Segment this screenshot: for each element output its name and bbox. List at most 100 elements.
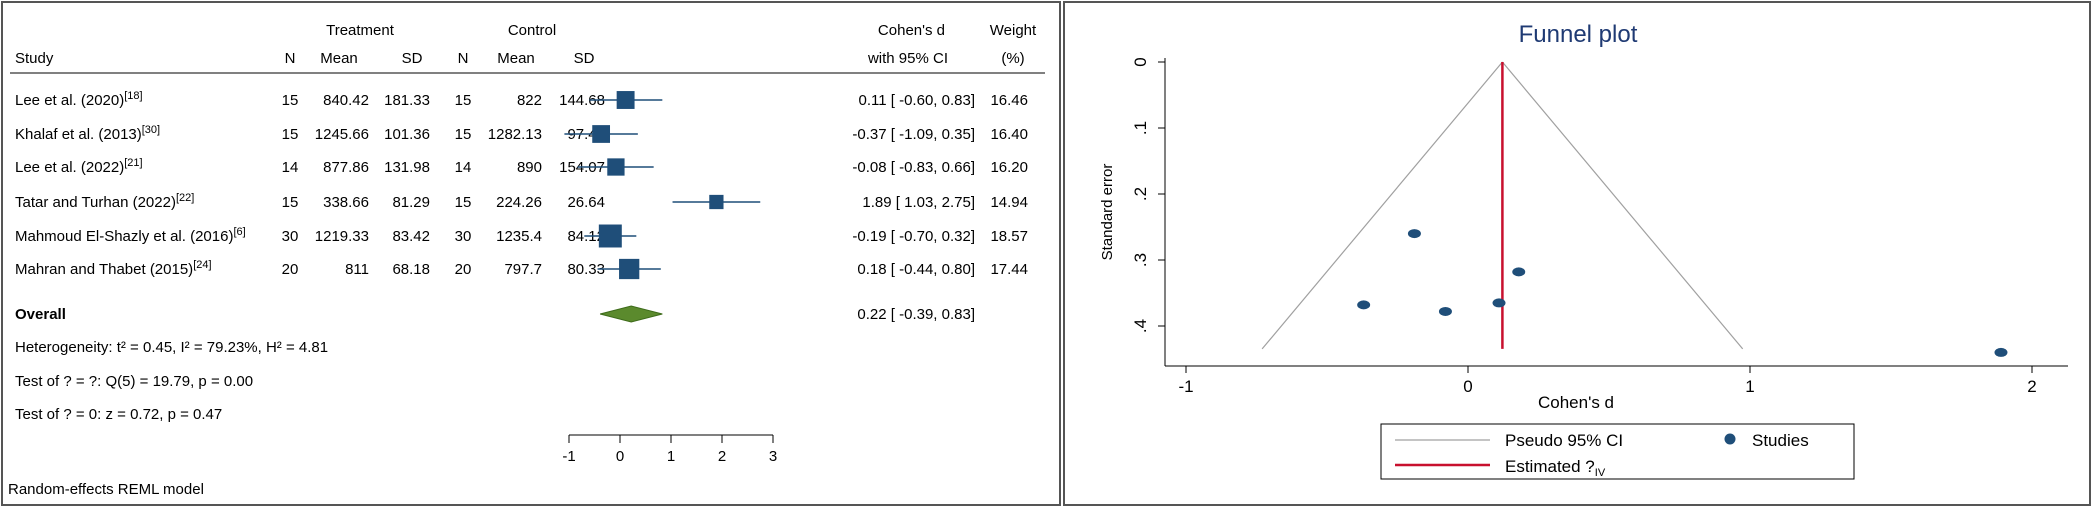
study-row: Mahran and Thabet (2015)[24] 20 811 68.18 20…: [15, 258, 1028, 280]
funnel-points: [1357, 229, 2008, 357]
study-ref: [24]: [193, 259, 211, 271]
study-name: Lee et al. (2020)[18]: [15, 90, 143, 109]
funnel-legend: Pseudo 95% CI Studies Estimated ?IV: [1380, 423, 1855, 480]
funnel-x-label: Cohen's d: [1538, 393, 1614, 412]
study-point: [1357, 300, 1371, 310]
study-ref: [22]: [176, 192, 194, 204]
weight: 17.44: [990, 261, 1028, 278]
effect-square: [598, 224, 622, 248]
control-n: 15: [455, 92, 472, 109]
funnel-frame: [1063, 1, 2091, 506]
study-row: Mahmoud El-Shazly et al. (2016)[6] 30 1219…: [15, 224, 1028, 248]
effect-square: [619, 258, 640, 280]
study-name-text: Mahran and Thabet (2015): [15, 261, 193, 278]
legend-estimate-text: Estimated ?: [1505, 457, 1595, 476]
treatment-n: 30: [282, 228, 299, 245]
funnel-x-tick-label: -1: [1178, 377, 1193, 396]
funnel-y-label: Standard error: [1099, 164, 1116, 261]
control-n: 15: [455, 126, 472, 143]
treatment-mean: 1219.33: [315, 228, 369, 245]
weight: 14.94: [990, 194, 1028, 211]
header-control: Control: [508, 22, 556, 39]
weight: 16.20: [990, 159, 1028, 176]
legend-ci-label: Pseudo 95% CI: [1505, 431, 1623, 450]
treatment-mean: 877.86: [323, 159, 369, 176]
legend-box: [1380, 423, 1855, 480]
weight: 16.40: [990, 126, 1028, 143]
control-n: 15: [455, 194, 472, 211]
study-name-text: Khalaf et al. (2013): [15, 126, 142, 143]
effect-ci: -0.19 [ -0.70, 0.32]: [852, 228, 975, 245]
funnel-y-tick-label: .4: [1131, 319, 1150, 333]
effect-square: [616, 91, 635, 109]
funnel-x-tick-label: 1: [1745, 377, 1754, 396]
study-name-text: Lee et al. (2022): [15, 159, 124, 176]
treatment-sd: 131.98: [384, 159, 430, 176]
control-mean: 1282.13: [488, 126, 542, 143]
treatment-sd: 81.29: [392, 194, 430, 211]
treatment-n: 15: [282, 194, 299, 211]
heterogeneity-text: Heterogeneity: t² = 0.45, I² = 79.23%, H…: [15, 339, 328, 356]
effect-square: [709, 194, 724, 210]
effect-square: [592, 125, 611, 143]
header-t-sd: SD: [402, 50, 423, 67]
study-row: Lee et al. (2020)[18] 15 840.42 181.33 15 822…: [15, 90, 1028, 109]
legend-estimate-sub: IV: [1595, 467, 1606, 479]
study-point: [1512, 267, 1526, 277]
effect-ci: 0.11 [ -0.60, 0.83]: [859, 92, 975, 109]
study-name: Mahran and Thabet (2015)[24]: [15, 259, 212, 278]
legend-studies-marker: [1724, 433, 1736, 445]
axis-tick-label: 1: [667, 448, 675, 465]
control-sd: 80.33: [567, 261, 605, 278]
pseudo-ci-left-line: [1261, 61, 1503, 350]
study-name: Khalaf et al. (2013)[30]: [15, 124, 160, 143]
study-ref: [18]: [124, 90, 142, 102]
treatment-n: 15: [282, 126, 299, 143]
control-mean: 890: [517, 159, 542, 176]
header-effect-line1: Cohen's d: [878, 22, 945, 39]
header-effect-line2: with 95% CI: [867, 50, 948, 67]
control-mean: 224.26: [496, 194, 542, 211]
header-study: Study: [15, 50, 54, 67]
study-point: [1994, 347, 2008, 357]
effect-ci: 1.89 [ 1.03, 2.75]: [862, 194, 975, 211]
forest-panel: Treatment Control Cohen's d Weight Study…: [1, 1, 1061, 506]
model-note: Random-effects REML model: [8, 481, 204, 498]
study-name: Tatar and Turhan (2022)[22]: [15, 192, 194, 211]
control-n: 14: [455, 159, 472, 176]
funnel-y-tick-label: .2: [1131, 187, 1150, 201]
overall-effect: 0.22 [ -0.39, 0.83]: [857, 306, 975, 323]
treatment-sd: 101.36: [384, 126, 430, 143]
study-ref: [21]: [124, 157, 142, 169]
treatment-mean: 338.66: [323, 194, 369, 211]
study-name: Lee et al. (2022)[21]: [15, 157, 143, 176]
study-row: Tatar and Turhan (2022)[22] 15 338.66 81.29…: [15, 192, 1028, 211]
control-mean: 797.7: [504, 261, 542, 278]
control-n: 20: [455, 261, 472, 278]
weight: 16.46: [990, 92, 1028, 109]
test-overall-text: Test of ? = 0: z = 0.72, p = 0.47: [15, 406, 222, 423]
treatment-mean: 1245.66: [315, 126, 369, 143]
treatment-sd: 83.42: [392, 228, 430, 245]
study-name-text: Mahmoud El-Shazly et al. (2016): [15, 228, 233, 245]
effect-ci: -0.37 [ -1.09, 0.35]: [852, 126, 975, 143]
study-point: [1438, 306, 1452, 316]
forest-rows: Lee et al. (2020)[18] 15 840.42 181.33 15 822…: [15, 90, 1028, 280]
overall-diamond: [599, 305, 663, 323]
effect-square: [607, 158, 625, 176]
header-t-n: N: [285, 50, 296, 67]
header-weight-line1: Weight: [990, 22, 1037, 39]
weight: 18.57: [990, 228, 1028, 245]
control-mean: 822: [517, 92, 542, 109]
legend-studies-label: Studies: [1752, 431, 1809, 450]
study-point: [1407, 229, 1421, 239]
funnel-y-tick-label: .3: [1131, 253, 1150, 267]
study-ref: [6]: [233, 226, 245, 238]
header-c-mean: Mean: [497, 50, 535, 67]
study-name-text: Tatar and Turhan (2022): [15, 194, 176, 211]
control-mean: 1235.4: [496, 228, 542, 245]
treatment-sd: 181.33: [384, 92, 430, 109]
control-sd: 26.64: [567, 194, 605, 211]
study-row: Khalaf et al. (2013)[30] 15 1245.66 101.36 1…: [15, 124, 1028, 143]
